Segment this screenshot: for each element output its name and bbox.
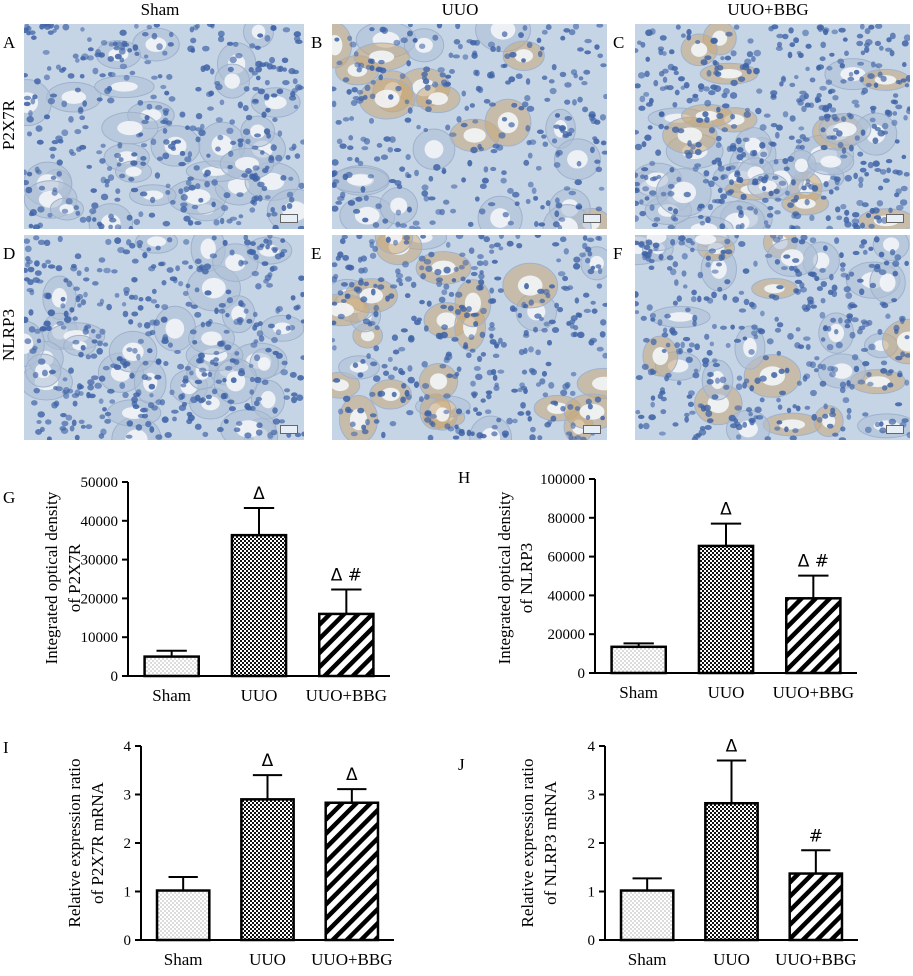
panel-letter-h: H [458, 468, 470, 487]
micrograph-d-nlrp3-sham [24, 235, 304, 440]
panel-letter-e: E [311, 244, 322, 263]
chart-i-p2x7r-mrna: I 0 1 2 3 4 Relative expression ratio of P2X7R… [3, 738, 394, 969]
micrograph-f-nlrp3-uuo-bbg [635, 235, 910, 440]
x-tick-label: UUO [241, 686, 278, 705]
micrograph-a-p2x7r-sham [24, 24, 304, 229]
bar-uuo-bbg [788, 872, 844, 942]
y-axis-label: of NLRP3 [517, 543, 536, 613]
y-axis-label: Relative expression ratio [65, 758, 84, 927]
panel-letter-j: J [458, 755, 465, 774]
x-tick-label: Sham [152, 686, 191, 705]
x-tick-label: Sham [619, 683, 658, 702]
panel-letter-g: G [3, 488, 15, 507]
y-tick-label: 0 [111, 669, 119, 685]
bar-uuo-bbg [324, 801, 380, 942]
y-tick-label: 4 [124, 739, 132, 755]
y-tick-label: 1 [124, 885, 132, 901]
significance-annotation: Δ # [331, 565, 362, 585]
column-header-uuo-bbg: UUO+BBG [727, 0, 809, 19]
bar-uuo [230, 533, 288, 678]
y-tick-label: 50000 [81, 475, 119, 491]
row-label-p2x7r: P2X7R [0, 99, 18, 151]
panel-letter-c: C [613, 33, 625, 52]
significance-annotation: # [809, 826, 823, 846]
y-axis-label: of P2X7R [65, 543, 84, 612]
panel-letter-i: I [3, 738, 9, 757]
chart-g-p2x7r-iod: G 0 10000 20000 30000 40000 50000 Integrated o… [3, 475, 390, 705]
y-tick-label: 0 [124, 933, 132, 949]
micrograph-e-nlrp3-uuo [332, 235, 607, 440]
x-tick-label: Sham [164, 950, 203, 969]
y-tick-label: 30000 [81, 553, 119, 569]
x-tick-label: UUO+BBG [306, 686, 387, 705]
significance-annotation: Δ [720, 500, 732, 520]
bar-uuo-bbg [318, 612, 375, 678]
scale-bar [280, 214, 298, 223]
x-tick-label: Sham [628, 950, 667, 969]
panel-letter-a: A [3, 33, 16, 52]
bar-uuo-bbg [785, 597, 842, 675]
x-tick-label: UUO [713, 950, 750, 969]
scale-bar [886, 214, 904, 223]
significance-annotation: Δ [726, 737, 738, 757]
panel-letter-b: B [311, 33, 323, 52]
y-tick-label: 40000 [81, 514, 119, 530]
chart-h-nlrp3-iod: H 0 20000 40000 60000 80000 100000 Integrated … [458, 468, 857, 702]
bar-sham [155, 889, 211, 942]
bar-uuo [697, 544, 755, 675]
y-axis-label: Integrated optical density [495, 491, 514, 664]
bar-sham [619, 889, 675, 942]
scale-bar [280, 425, 298, 434]
scale-bar [583, 425, 601, 434]
column-header-uuo: UUO [441, 0, 479, 19]
significance-annotation: Δ [346, 765, 358, 785]
scale-bar [583, 214, 601, 223]
micrograph-b-p2x7r-uuo [332, 24, 607, 229]
y-tick-label: 4 [588, 739, 596, 755]
bar-uuo [240, 798, 295, 942]
y-tick-label: 20000 [548, 627, 586, 643]
y-tick-label: 100000 [540, 472, 585, 488]
micrograph-c-p2x7r-uuo-bbg [635, 24, 910, 229]
y-tick-label: 40000 [548, 588, 586, 604]
x-tick-label: UUO [708, 683, 745, 702]
y-tick-label: 3 [124, 788, 132, 804]
y-axis-label: of NLRP3 mRNA [541, 780, 560, 904]
significance-annotation: Δ # [798, 552, 829, 572]
row-label-nlrp3: NLRP3 [0, 309, 18, 361]
panel-letter-f: F [613, 244, 623, 263]
significance-annotation: Δ [262, 751, 274, 771]
y-tick-label: 60000 [548, 550, 586, 566]
x-tick-label: UUO+BBG [773, 683, 854, 702]
y-tick-label: 3 [588, 788, 596, 804]
y-tick-label: 0 [588, 933, 596, 949]
x-tick-label: UUO [249, 950, 286, 969]
column-header-sham: Sham [140, 0, 180, 19]
x-tick-label: UUO+BBG [775, 950, 856, 969]
y-axis-label: Integrated optical density [42, 491, 61, 664]
y-tick-label: 20000 [81, 591, 119, 607]
y-tick-label: 2 [124, 836, 132, 852]
panel-letter-d: D [3, 244, 16, 263]
y-tick-label: 10000 [81, 630, 119, 646]
scale-bar [886, 425, 904, 434]
y-tick-label: 2 [588, 836, 596, 852]
y-axis-label: Relative expression ratio [518, 758, 537, 927]
y-axis-label: of P2X7R mRNA [88, 781, 107, 904]
y-tick-label: 1 [588, 885, 596, 901]
chart-j-nlrp3-mrna: J 0 1 2 3 4 Relative expression ratio of NLRP3… [458, 737, 858, 969]
bar-uuo [704, 801, 759, 942]
y-tick-label: 0 [578, 666, 586, 682]
significance-annotation: Δ [253, 484, 265, 504]
bar-sham [143, 655, 200, 678]
y-tick-label: 80000 [548, 511, 586, 527]
bar-sham [610, 645, 667, 675]
x-tick-label: UUO+BBG [311, 950, 392, 969]
